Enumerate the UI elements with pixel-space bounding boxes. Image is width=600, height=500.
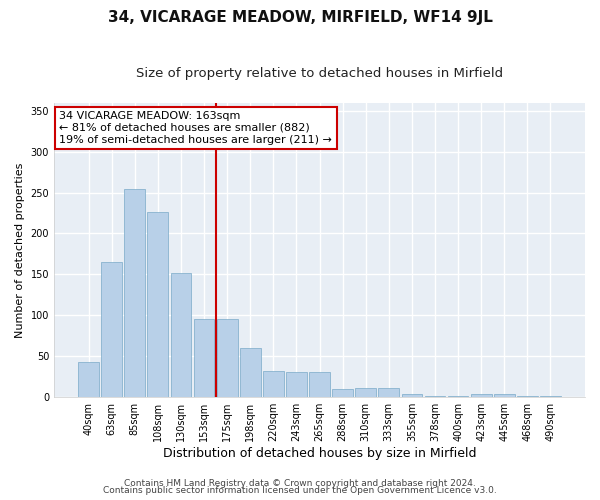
Text: 34, VICARAGE MEADOW, MIRFIELD, WF14 9JL: 34, VICARAGE MEADOW, MIRFIELD, WF14 9JL: [107, 10, 493, 25]
Bar: [101, 262, 122, 397]
Bar: [494, 394, 515, 397]
Bar: [355, 388, 376, 397]
Bar: [401, 394, 422, 397]
Bar: [124, 190, 145, 397]
Bar: [379, 388, 399, 397]
Text: Contains HM Land Registry data © Crown copyright and database right 2024.: Contains HM Land Registry data © Crown c…: [124, 478, 476, 488]
Y-axis label: Number of detached properties: Number of detached properties: [15, 162, 25, 338]
Bar: [425, 396, 445, 397]
Title: Size of property relative to detached houses in Mirfield: Size of property relative to detached ho…: [136, 68, 503, 80]
Bar: [517, 396, 538, 397]
Bar: [78, 362, 99, 397]
Bar: [240, 348, 260, 397]
Bar: [148, 212, 168, 397]
Text: Contains public sector information licensed under the Open Government Licence v3: Contains public sector information licen…: [103, 486, 497, 495]
Bar: [471, 394, 491, 397]
Bar: [170, 273, 191, 397]
Bar: [540, 396, 561, 397]
Bar: [263, 371, 284, 397]
Bar: [217, 320, 238, 397]
Bar: [309, 372, 330, 397]
Bar: [286, 372, 307, 397]
Bar: [332, 389, 353, 397]
Bar: [448, 396, 469, 397]
Text: 34 VICARAGE MEADOW: 163sqm
← 81% of detached houses are smaller (882)
19% of sem: 34 VICARAGE MEADOW: 163sqm ← 81% of deta…: [59, 112, 332, 144]
Bar: [194, 320, 214, 397]
X-axis label: Distribution of detached houses by size in Mirfield: Distribution of detached houses by size …: [163, 447, 476, 460]
